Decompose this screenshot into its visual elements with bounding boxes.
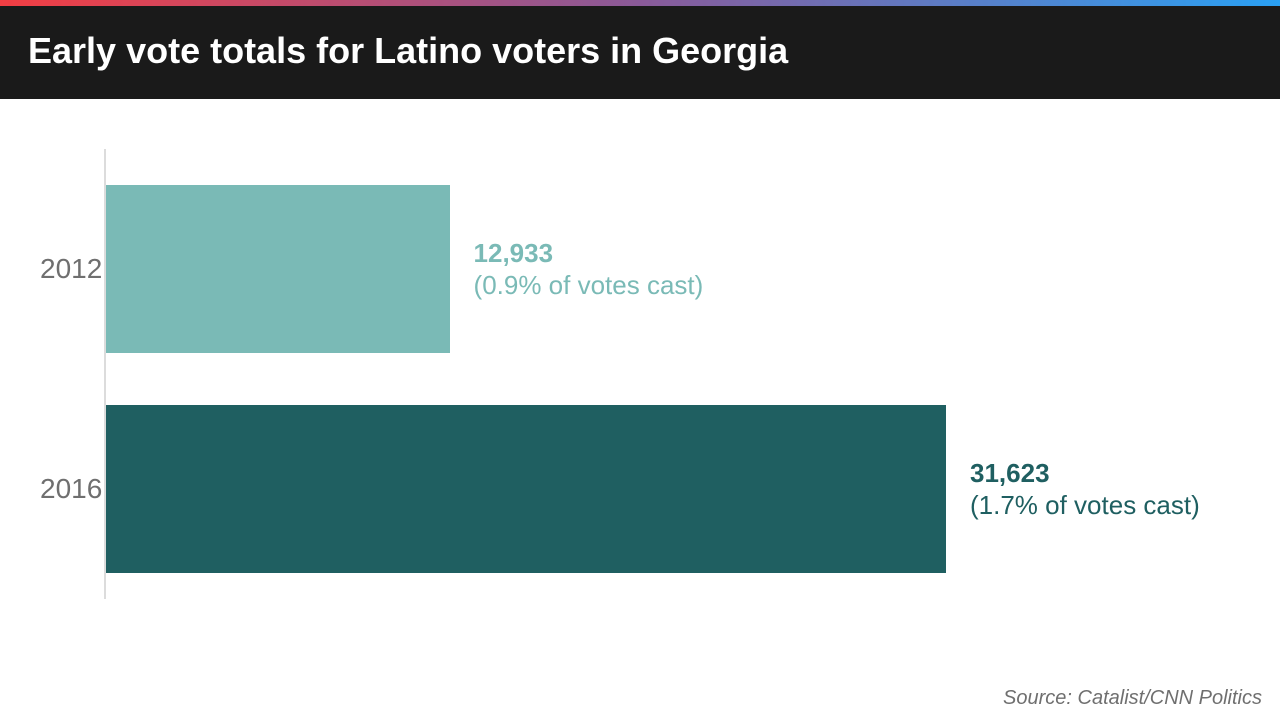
- bar-2016: [106, 405, 946, 573]
- header: Early vote totals for Latino voters in G…: [0, 6, 1280, 99]
- source-attribution: Source: Catalist/CNN Politics: [1003, 687, 1262, 710]
- year-label: 2016: [40, 473, 96, 505]
- year-label: 2012: [40, 253, 96, 285]
- bar-wrap: 12,933 (0.9% of votes cast): [106, 185, 703, 353]
- bar-wrap: 31,623 (1.7% of votes cast): [106, 405, 1200, 573]
- value-number: 31,623: [970, 458, 1050, 488]
- value-sub: (0.9% of votes cast): [474, 270, 704, 300]
- chart-area: 2012 12,933 (0.9% of votes cast) 2016 31…: [0, 99, 1280, 619]
- bar-row-2016: 2016 31,623 (1.7% of votes cast): [40, 379, 1240, 599]
- value-label-2012: 12,933 (0.9% of votes cast): [474, 237, 704, 302]
- bar-row-2012: 2012 12,933 (0.9% of votes cast): [40, 159, 1240, 379]
- value-number: 12,933: [474, 238, 554, 268]
- chart-title: Early vote totals for Latino voters in G…: [28, 30, 1252, 71]
- value-sub: (1.7% of votes cast): [970, 490, 1200, 520]
- bar-2012: [106, 185, 450, 353]
- value-label-2016: 31,623 (1.7% of votes cast): [970, 457, 1200, 522]
